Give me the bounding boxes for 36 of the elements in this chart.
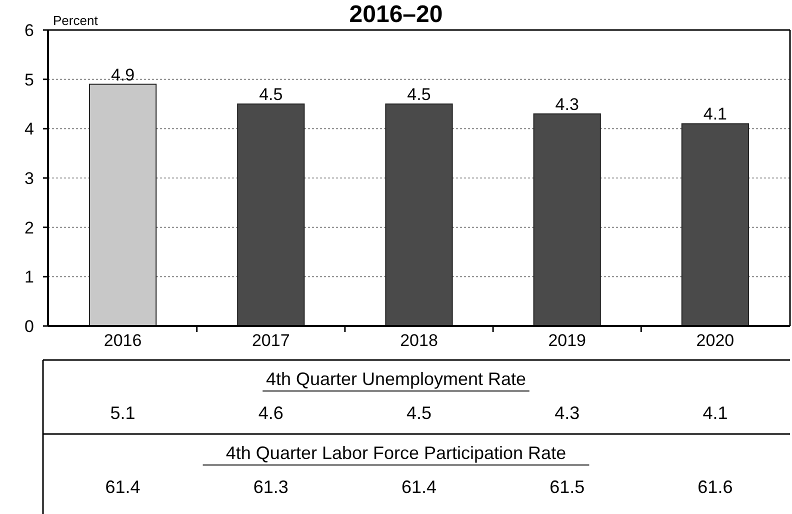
data-label: 4.1 xyxy=(703,104,728,124)
bar xyxy=(533,113,601,326)
text: 61.6 xyxy=(698,477,733,497)
y-tick-label: 4 xyxy=(24,120,34,139)
data-label: 4.9 xyxy=(110,65,135,84)
text: 4.3 xyxy=(554,403,580,423)
text: 4.5 xyxy=(406,403,432,423)
text: 4.1 xyxy=(702,403,728,423)
bar xyxy=(385,104,453,326)
text: 4th Quarter Unemployment Rate xyxy=(266,369,526,389)
y-tick-label: 3 xyxy=(24,168,34,188)
data-label: 4.3 xyxy=(555,94,579,114)
data-label: 4.5 xyxy=(259,85,283,104)
text: 61.4 xyxy=(105,477,140,497)
x-tick-label: 2020 xyxy=(696,331,734,350)
y-axis-title: Percent xyxy=(53,13,98,28)
bar xyxy=(681,123,750,326)
text: 61.5 xyxy=(550,477,585,497)
bar xyxy=(237,104,305,326)
text: 4.6 xyxy=(258,403,284,423)
x-tick-label: 2016 xyxy=(104,331,142,350)
text: 61.4 xyxy=(401,477,437,497)
bar xyxy=(88,84,157,326)
text: 5.1 xyxy=(110,403,136,423)
y-tick-label: 2 xyxy=(24,218,34,238)
x-tick-label: 2017 xyxy=(252,331,290,350)
y-tick-label: 0 xyxy=(24,316,34,336)
x-tick-label: 2018 xyxy=(400,331,438,350)
text: 4th Quarter Labor Force Participation Rate xyxy=(226,443,566,463)
text: 61.3 xyxy=(253,477,288,497)
chart-title: 2016–20 xyxy=(349,1,443,28)
y-tick-label: 6 xyxy=(24,20,34,40)
y-tick-label: 1 xyxy=(24,268,34,287)
y-tick-label: 5 xyxy=(24,70,34,90)
data-label: 4.5 xyxy=(407,85,431,104)
x-tick-label: 2019 xyxy=(548,331,586,350)
